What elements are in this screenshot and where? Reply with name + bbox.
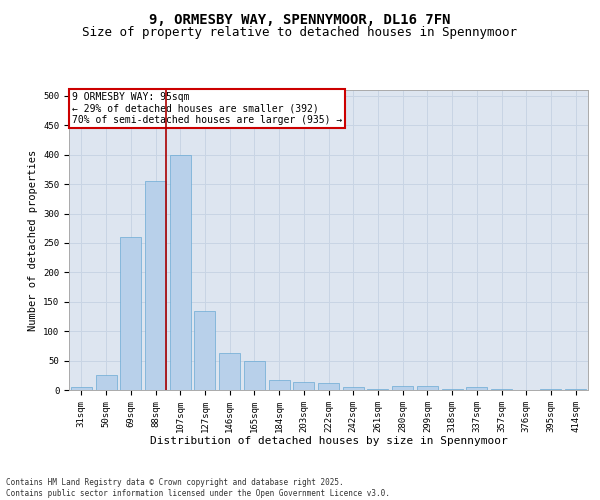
Text: Contains HM Land Registry data © Crown copyright and database right 2025.
Contai: Contains HM Land Registry data © Crown c… xyxy=(6,478,390,498)
Y-axis label: Number of detached properties: Number of detached properties xyxy=(28,150,38,330)
Bar xyxy=(343,387,364,390)
Bar xyxy=(565,389,586,390)
Text: Size of property relative to detached houses in Spennymoor: Size of property relative to detached ho… xyxy=(83,26,517,39)
Text: 9 ORMESBY WAY: 95sqm
← 29% of detached houses are smaller (392)
70% of semi-deta: 9 ORMESBY WAY: 95sqm ← 29% of detached h… xyxy=(71,92,342,124)
Bar xyxy=(95,376,116,390)
Bar xyxy=(145,181,166,390)
Bar xyxy=(293,382,314,390)
Bar xyxy=(244,360,265,390)
Bar xyxy=(269,380,290,390)
Bar xyxy=(170,154,191,390)
Bar xyxy=(194,310,215,390)
Bar xyxy=(466,387,487,390)
Bar xyxy=(318,383,339,390)
Bar xyxy=(219,353,240,390)
Text: 9, ORMESBY WAY, SPENNYMOOR, DL16 7FN: 9, ORMESBY WAY, SPENNYMOOR, DL16 7FN xyxy=(149,12,451,26)
Bar xyxy=(417,386,438,390)
Bar xyxy=(392,386,413,390)
Bar xyxy=(120,237,141,390)
X-axis label: Distribution of detached houses by size in Spennymoor: Distribution of detached houses by size … xyxy=(149,436,508,446)
Bar xyxy=(71,387,92,390)
